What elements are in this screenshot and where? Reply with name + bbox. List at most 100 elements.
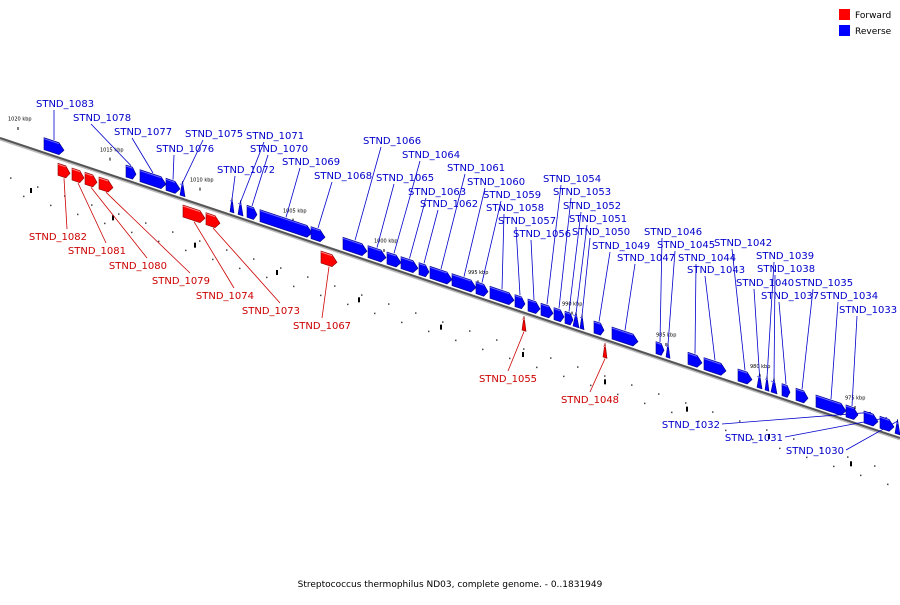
track-dot	[536, 366, 538, 369]
gene-highlight	[182, 205, 201, 213]
track-dot	[604, 375, 606, 377]
gene-leader-line	[851, 315, 858, 406]
gene-highlight	[237, 202, 242, 205]
gene-feature-stnd-1070	[246, 204, 258, 220]
track-dot	[307, 276, 309, 278]
gene-feature-stnd-1074	[182, 204, 206, 223]
gene-leader-line	[507, 331, 525, 372]
gene-feature-stnd-1060	[451, 273, 477, 293]
legend-swatch-reverse	[839, 25, 850, 36]
track-dot	[806, 456, 808, 459]
gene-label: STND_1047	[617, 253, 675, 264]
gene-label: STND_1073	[242, 306, 300, 317]
gene-highlight	[205, 213, 216, 218]
gene-leader-line	[568, 211, 582, 312]
gene-leader-line	[212, 227, 281, 304]
track-dot	[847, 456, 849, 458]
track-dot	[482, 348, 484, 351]
gene-label: STND_1039	[756, 251, 814, 262]
gene-highlight	[770, 380, 776, 383]
track-dot	[428, 330, 430, 333]
track-dot	[388, 303, 390, 305]
track-dot	[550, 357, 552, 359]
gene-highlight	[246, 205, 254, 209]
gene-highlight	[57, 163, 66, 168]
gene-highlight	[845, 405, 854, 410]
gene-label: STND_1035	[795, 278, 853, 289]
gene-leader-line	[778, 301, 787, 385]
gene-leader-line	[376, 183, 395, 248]
gene-label: STND_1031	[725, 433, 783, 444]
gene-highlight	[863, 411, 874, 416]
gene-highlight	[553, 308, 561, 312]
gene-leader-line	[440, 173, 466, 270]
gene-feature-stnd-1051	[572, 311, 580, 329]
gene-feature-stnd-1037	[781, 383, 791, 398]
legend: Forward Reverse	[839, 9, 892, 37]
axis-tick-label: 1020 kbp	[8, 117, 32, 123]
gene-label: STND_1082	[29, 232, 87, 243]
gene-leader-line	[830, 301, 839, 400]
track-dot	[172, 231, 174, 233]
track-dot	[887, 483, 889, 486]
gene-highlight	[400, 257, 414, 263]
gene-highlight	[451, 274, 472, 282]
gene-highlight	[521, 318, 525, 321]
gene-label: STND_1038	[757, 264, 815, 275]
track-dot	[766, 429, 768, 431]
gene-leader-line	[694, 263, 697, 354]
gene-leader-line	[90, 123, 132, 166]
gene-feature-stnd-1061	[429, 265, 453, 285]
track-dot	[361, 294, 363, 296]
legend-swatch-forward	[839, 9, 850, 20]
track-dot	[158, 240, 160, 243]
gene-leader-line	[77, 182, 107, 244]
backbone-line	[0, 137, 900, 439]
gene-highlight	[229, 200, 233, 203]
gene-feature-stnd-1067	[320, 250, 338, 267]
gene-label: STND_1052	[563, 201, 621, 212]
gene-label: STND_1071	[246, 131, 304, 142]
track-tick	[440, 324, 442, 330]
gene-leader-line	[773, 274, 776, 380]
gene-label: STND_1032	[662, 420, 720, 431]
gene-feature-stnd-1056	[527, 298, 541, 314]
gene-highlight	[564, 311, 571, 315]
track-dot	[185, 249, 187, 252]
track-dot	[280, 267, 282, 269]
track-dot	[253, 258, 255, 260]
track-dot	[617, 393, 619, 396]
gene-highlight	[527, 299, 536, 304]
gene-leader-line	[501, 213, 505, 290]
gene-feature-stnd-1083	[43, 137, 65, 156]
gene-leader-line	[317, 181, 333, 229]
leader-lines-layer	[53, 110, 898, 451]
gene-leader-line	[575, 224, 588, 315]
track-dot	[145, 222, 147, 224]
gene-leader-line	[172, 154, 175, 180]
track-dot	[104, 222, 106, 225]
gene-feature-stnd-1062	[418, 262, 430, 278]
gene-label: STND_1059	[483, 190, 541, 201]
gene-leader-line	[581, 237, 591, 317]
gene-label: STND_1080	[109, 261, 167, 272]
gene-leader-line	[766, 261, 775, 378]
gene-leader-line	[251, 154, 269, 207]
gene-feature-stnd-1052	[564, 310, 574, 326]
gene-highlight	[98, 177, 109, 182]
track-dot	[320, 294, 322, 297]
track-dot	[860, 474, 862, 477]
gene-feature-stnd-1031	[879, 415, 895, 432]
axis-tick-label: 1010 kbp	[190, 177, 214, 183]
track-dot	[77, 213, 79, 216]
gene-highlight	[540, 303, 549, 308]
map-caption: Streptococcus thermophilus ND03, complet…	[298, 580, 603, 590]
gene-feature-stnd-1049	[593, 320, 605, 336]
gene-feature-stnd-1065	[367, 245, 387, 263]
gene-feature-stnd-1040	[756, 373, 763, 390]
gene-highlight	[125, 165, 133, 169]
gene-feature-stnd-1075	[179, 180, 186, 198]
gene-highlight	[795, 388, 804, 393]
gene-feature-stnd-1071	[237, 200, 244, 217]
gene-label: STND_1057	[498, 216, 556, 227]
